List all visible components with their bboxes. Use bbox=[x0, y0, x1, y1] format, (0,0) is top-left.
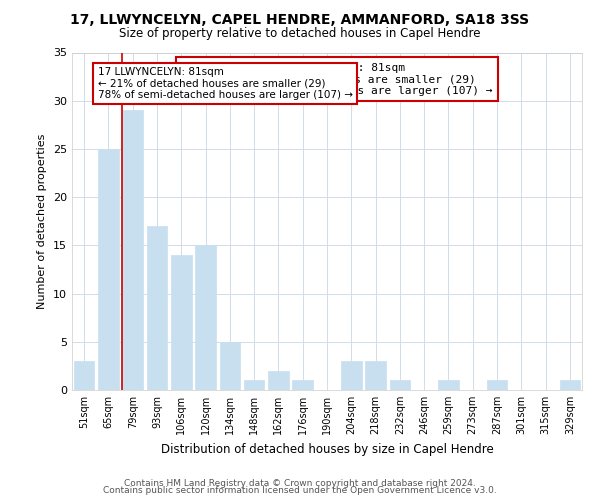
Bar bbox=[220, 342, 240, 390]
X-axis label: Distribution of detached houses by size in Capel Hendre: Distribution of detached houses by size … bbox=[161, 442, 493, 456]
Text: Contains public sector information licensed under the Open Government Licence v3: Contains public sector information licen… bbox=[103, 486, 497, 495]
Bar bbox=[171, 255, 191, 390]
Bar bbox=[487, 380, 508, 390]
Bar bbox=[292, 380, 313, 390]
Bar bbox=[341, 361, 362, 390]
Bar bbox=[268, 370, 289, 390]
Text: Size of property relative to detached houses in Capel Hendre: Size of property relative to detached ho… bbox=[119, 28, 481, 40]
Bar bbox=[438, 380, 459, 390]
Y-axis label: Number of detached properties: Number of detached properties bbox=[37, 134, 47, 309]
Bar bbox=[365, 361, 386, 390]
Bar bbox=[195, 246, 216, 390]
Bar bbox=[244, 380, 265, 390]
Text: 17 LLWYNCELYN: 81sqm
← 21% of detached houses are smaller (29)
78% of semi-detac: 17 LLWYNCELYN: 81sqm ← 21% of detached h… bbox=[97, 67, 353, 100]
Bar bbox=[98, 149, 119, 390]
Bar bbox=[146, 226, 167, 390]
Text: 17 LLWYNCELYN: 81sqm
← 21% of detached houses are smaller (29)
78% of semi-detac: 17 LLWYNCELYN: 81sqm ← 21% of detached h… bbox=[182, 62, 493, 96]
Text: Contains HM Land Registry data © Crown copyright and database right 2024.: Contains HM Land Registry data © Crown c… bbox=[124, 478, 476, 488]
Bar bbox=[560, 380, 580, 390]
Bar bbox=[74, 361, 94, 390]
Text: 17, LLWYNCELYN, CAPEL HENDRE, AMMANFORD, SA18 3SS: 17, LLWYNCELYN, CAPEL HENDRE, AMMANFORD,… bbox=[70, 12, 530, 26]
Bar bbox=[122, 110, 143, 390]
Bar bbox=[389, 380, 410, 390]
